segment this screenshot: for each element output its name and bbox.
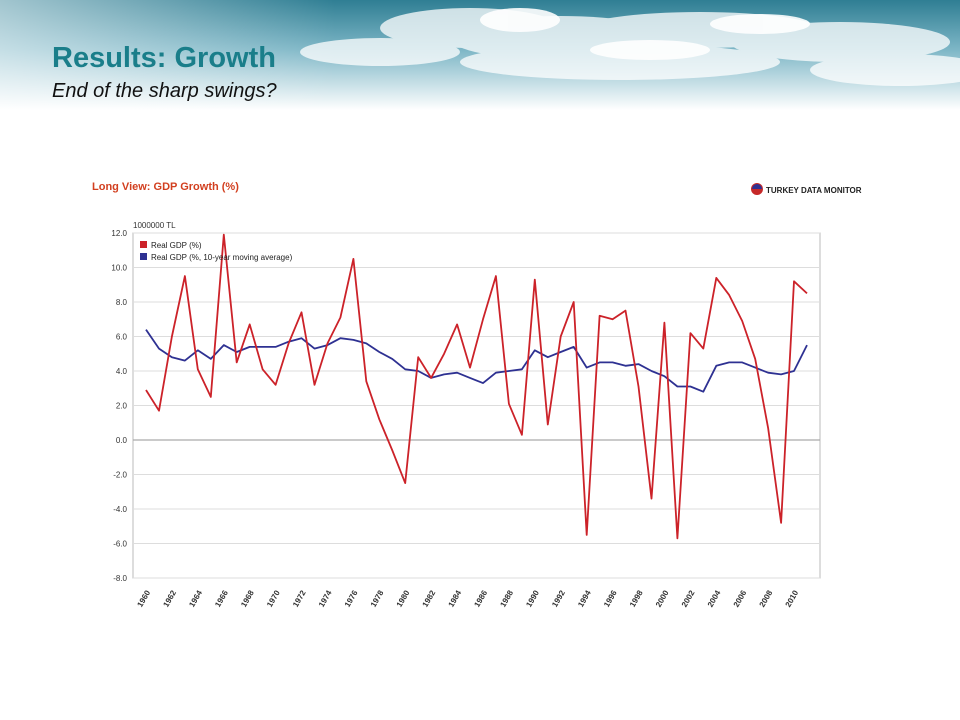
- x-tick-label-22: 2004: [706, 588, 723, 608]
- unit-label: 1000000 TL: [133, 221, 176, 230]
- y-tick-label-10: -8.0: [113, 574, 127, 583]
- x-tick-label-14: 1988: [498, 588, 515, 608]
- x-tick-label-5: 1970: [265, 588, 282, 608]
- x-tick-label-1: 1962: [161, 588, 178, 608]
- x-tick-label-24: 2008: [758, 588, 775, 608]
- slide-title: Results: Growth: [52, 42, 276, 74]
- brand-logo-swoosh: [752, 184, 762, 189]
- x-tick-label-20: 2000: [654, 588, 671, 608]
- x-axis: 1960 1962 1964 1966 1968 1970 1972 1974 1976 1978…: [135, 588, 800, 608]
- series-line-0: [145, 233, 808, 540]
- y-tick-label-2: 8.0: [116, 298, 128, 307]
- x-tick-label-8: 1976: [343, 588, 360, 608]
- y-tick-label-9: -6.0: [113, 540, 127, 549]
- x-tick-label-12: 1984: [447, 588, 464, 608]
- x-tick-label-13: 1986: [472, 588, 489, 608]
- legend-swatch-avg: [140, 253, 147, 260]
- chart-title: Long View: GDP Growth (%): [92, 181, 239, 193]
- x-tick-label-19: 1998: [628, 588, 645, 608]
- x-tick-label-23: 2006: [732, 588, 749, 608]
- series-lines: [145, 233, 808, 540]
- x-tick-label-17: 1994: [576, 588, 593, 608]
- x-tick-label-25: 2010: [784, 588, 801, 608]
- y-tick-label-6: 0.0: [116, 436, 128, 445]
- y-tick-label-8: -4.0: [113, 505, 127, 514]
- brand-name: TURKEY DATA MONITOR: [766, 186, 862, 195]
- legend-label-avg: Real GDP (%, 10-year moving average): [151, 253, 293, 262]
- x-tick-label-3: 1966: [213, 588, 230, 608]
- y-tick-label-1: 10.0: [111, 264, 127, 273]
- x-tick-label-10: 1980: [395, 588, 412, 608]
- x-tick-label-7: 1974: [317, 588, 334, 608]
- x-tick-label-4: 1968: [239, 588, 256, 608]
- brand-logo: TURKEY DATA MONITOR: [751, 183, 862, 195]
- y-tick-label-3: 6.0: [116, 333, 128, 342]
- x-tick-label-21: 2002: [680, 588, 697, 608]
- x-tick-label-6: 1972: [291, 588, 308, 608]
- sky-banner: [0, 0, 960, 110]
- legend-swatch-real: [140, 241, 147, 248]
- y-axis: 12.0 10.0 8.0 6.0 4.0 2.0 0.0 -2.0 -4.0 -6.0 -8.0: [111, 229, 127, 583]
- x-tick-label-18: 1996: [602, 588, 619, 608]
- x-tick-label-2: 1964: [187, 588, 204, 608]
- slide-subtitle: End of the sharp swings?: [52, 80, 277, 102]
- y-tick-label-0: 12.0: [111, 229, 127, 238]
- x-tick-label-9: 1978: [369, 588, 386, 608]
- x-tick-label-11: 1982: [421, 588, 438, 608]
- legend-label-real: Real GDP (%): [151, 241, 202, 250]
- legend: Real GDP (%) Real GDP (%, 10-year moving…: [140, 241, 293, 262]
- y-tick-label-5: 2.0: [116, 402, 128, 411]
- y-tick-label-4: 4.0: [116, 367, 128, 376]
- x-tick-label-0: 1960: [135, 588, 152, 608]
- x-tick-label-15: 1990: [524, 588, 541, 608]
- y-tick-label-7: -2.0: [113, 471, 127, 480]
- x-tick-label-16: 1992: [550, 588, 567, 608]
